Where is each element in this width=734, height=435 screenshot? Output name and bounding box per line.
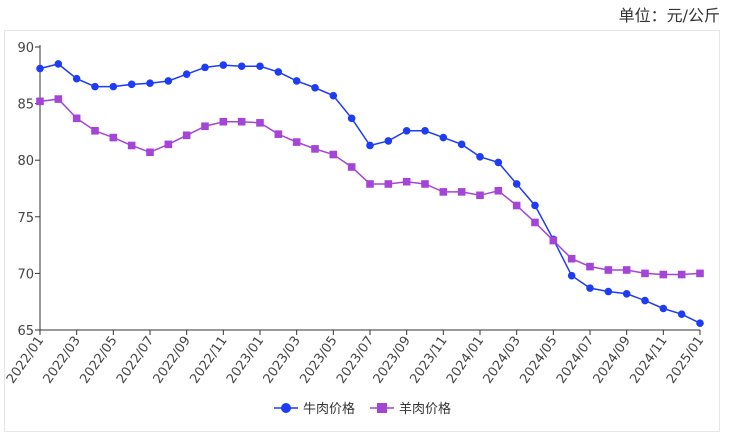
data-point xyxy=(457,188,466,196)
data-point xyxy=(146,79,154,88)
data-point xyxy=(274,68,283,76)
data-point xyxy=(567,271,576,280)
data-point xyxy=(677,270,686,279)
unit-label: 单位：元/公斤 xyxy=(618,6,720,25)
data-point xyxy=(329,150,338,159)
series-1 xyxy=(36,60,704,328)
data-point xyxy=(146,148,154,157)
data-point xyxy=(586,284,594,292)
data-point xyxy=(219,117,228,126)
data-point xyxy=(439,188,448,196)
data-point xyxy=(531,201,539,210)
data-point xyxy=(366,180,374,188)
legend-square-icon xyxy=(377,403,387,413)
data-point xyxy=(219,61,228,69)
data-point xyxy=(402,177,411,186)
legend-label: 牛肉价格 xyxy=(303,401,355,417)
data-point xyxy=(604,287,613,296)
data-point xyxy=(36,97,44,106)
data-point xyxy=(182,131,191,140)
data-point xyxy=(109,133,118,142)
data-point xyxy=(531,218,539,227)
data-point xyxy=(366,141,374,150)
data-point xyxy=(292,77,301,85)
data-point xyxy=(292,138,301,146)
data-point xyxy=(641,269,649,278)
y-tick-label: 75 xyxy=(17,211,34,226)
y-tick-label: 70 xyxy=(17,267,34,282)
data-point xyxy=(54,95,63,103)
data-point xyxy=(164,140,173,149)
data-point xyxy=(256,62,264,71)
data-point xyxy=(36,64,44,73)
data-point xyxy=(476,191,484,200)
legend-circle-icon xyxy=(281,403,291,413)
data-point xyxy=(127,141,136,150)
data-point xyxy=(622,289,631,298)
data-point xyxy=(311,83,319,92)
data-point xyxy=(274,130,283,138)
data-point xyxy=(622,266,631,274)
data-point xyxy=(201,63,209,72)
data-point xyxy=(641,296,649,305)
data-point xyxy=(109,82,118,91)
data-point xyxy=(384,137,393,145)
y-tick-label: 90 xyxy=(17,41,34,56)
data-point xyxy=(201,122,209,131)
y-tick-label: 80 xyxy=(17,154,34,169)
data-point xyxy=(402,126,411,135)
data-point xyxy=(237,117,246,126)
data-point xyxy=(347,163,356,171)
data-point xyxy=(54,60,63,68)
data-point xyxy=(696,319,704,328)
data-point xyxy=(72,74,81,83)
data-point xyxy=(677,310,686,318)
data-point xyxy=(311,145,319,153)
data-point xyxy=(256,119,264,127)
data-point xyxy=(91,126,99,135)
data-point xyxy=(384,180,393,188)
legend-label: 羊肉价格 xyxy=(399,401,451,417)
y-tick-label: 85 xyxy=(17,98,34,113)
x-tick-label: 2025/01 xyxy=(664,334,707,387)
data-point xyxy=(439,133,448,142)
data-point xyxy=(237,62,246,71)
data-point xyxy=(421,180,429,188)
data-point xyxy=(494,158,503,167)
data-point xyxy=(659,304,668,313)
data-point xyxy=(72,114,81,123)
data-point xyxy=(586,262,594,271)
data-point xyxy=(659,270,668,279)
data-point xyxy=(549,236,558,245)
legend-item: 牛肉价格 xyxy=(274,401,355,417)
y-tick-label: 65 xyxy=(17,324,34,339)
data-point xyxy=(604,266,613,274)
data-point xyxy=(512,201,521,210)
data-point xyxy=(567,254,576,263)
data-point xyxy=(182,70,191,78)
data-point xyxy=(457,140,466,149)
data-point xyxy=(127,80,136,89)
data-point xyxy=(329,91,338,100)
series-line xyxy=(39,63,701,324)
data-point xyxy=(164,77,173,85)
data-point xyxy=(476,153,484,161)
legend-item: 羊肉价格 xyxy=(370,401,451,417)
data-point xyxy=(421,126,429,135)
series-2 xyxy=(36,95,704,279)
chart-frame xyxy=(4,30,720,432)
data-point xyxy=(347,114,356,123)
data-point xyxy=(494,186,503,195)
data-point xyxy=(91,82,99,91)
data-point xyxy=(512,180,521,188)
data-point xyxy=(696,269,704,278)
